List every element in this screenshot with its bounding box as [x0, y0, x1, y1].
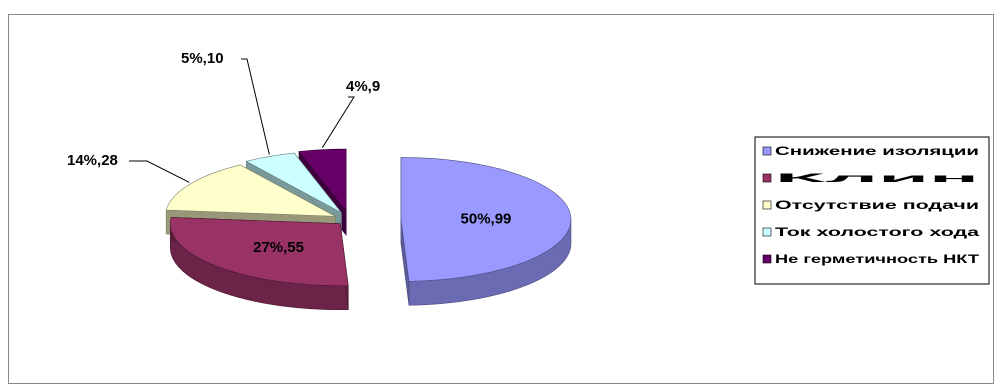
legend-item-1: Снижение изоляции: [762, 144, 979, 158]
legend-box: [754, 136, 990, 285]
legend-swatch-2: [762, 173, 772, 183]
legend-item-5: Не герметичность НКТ: [762, 252, 980, 266]
data-label-1: 50%,99: [461, 211, 512, 228]
leader-line-5: [321, 96, 355, 148]
chart-area: 50%,99 27%,55 14%,28 5%,10 4%,9 Снижение изо…: [8, 14, 994, 384]
pie-chart: 50%,99 27%,55 14%,28 5%,10 4%,9 Снижение изо…: [67, 50, 990, 311]
leader-line-3: [129, 160, 190, 183]
legend-item-4: Ток холостого хода: [762, 225, 980, 239]
leader-line-4: [241, 58, 270, 155]
data-label-2: 27%,55: [253, 239, 304, 256]
legend-label-5: Не герметичность НКТ: [775, 252, 980, 266]
legend-swatch-4: [762, 227, 772, 237]
legend-swatch-1: [762, 146, 772, 156]
data-label-3: 14%,28: [67, 152, 118, 169]
legend-item-2: Клин: [762, 171, 979, 185]
legend-item-3: Отсутствие подачи: [762, 198, 979, 212]
legend-swatch-5: [762, 254, 772, 264]
legend-label-4: Ток холостого хода: [775, 225, 980, 239]
legend-label-3: Отсутствие подачи: [775, 198, 979, 212]
data-label-5: 4%,9: [346, 78, 380, 95]
legend-label-1: Снижение изоляции: [775, 144, 979, 158]
legend-label-2: Клин: [775, 171, 979, 185]
pie-slice-1: [400, 157, 572, 306]
pie-slice-2: [169, 217, 349, 311]
data-label-4: 5%,10: [181, 50, 224, 67]
legend-swatch-3: [762, 200, 772, 210]
